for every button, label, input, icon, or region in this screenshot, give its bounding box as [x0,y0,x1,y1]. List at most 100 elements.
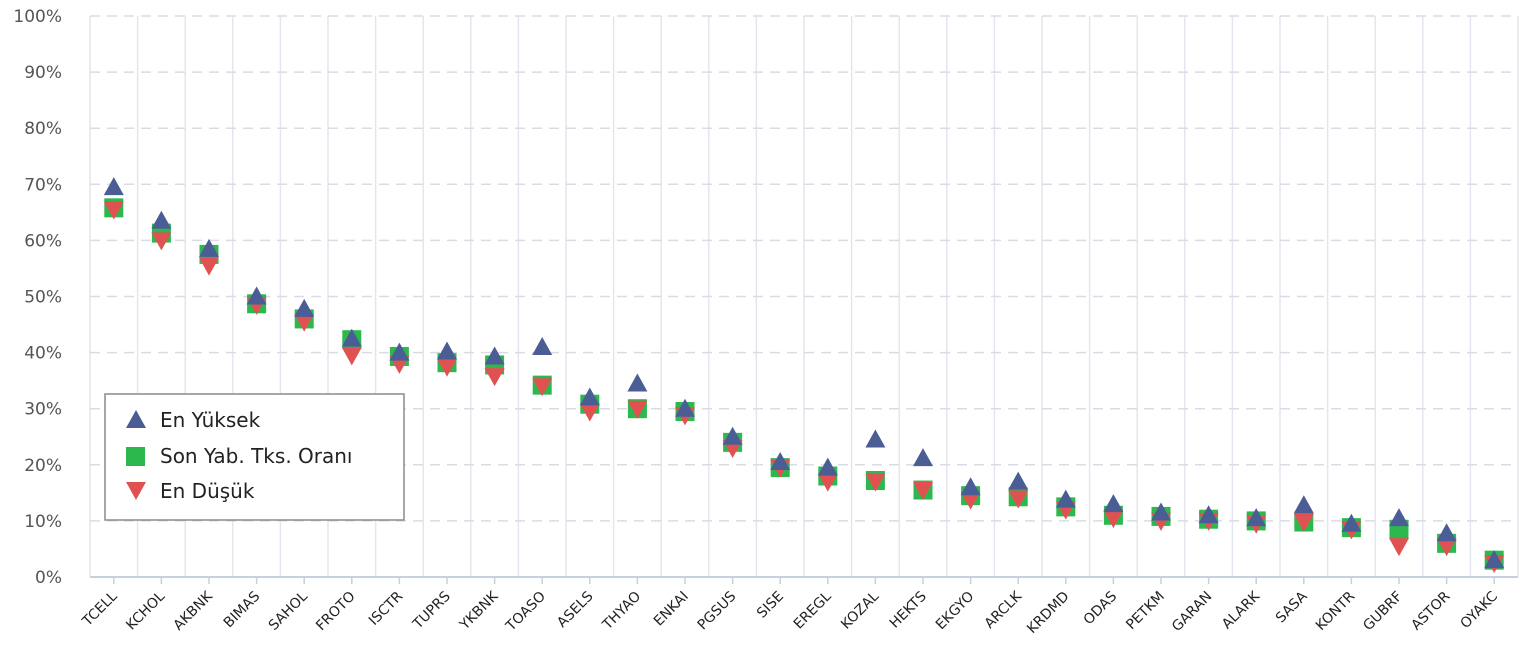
point-en-yuksek[interactable] [1436,523,1457,542]
point-en-yuksek[interactable] [722,426,743,445]
legend-box [104,393,405,521]
point-en-yuksek[interactable] [675,398,695,417]
point-en-yuksek[interactable] [913,448,933,467]
point-en-yuksek[interactable] [579,387,600,406]
point-en-yuksek[interactable] [1198,505,1219,524]
point-en-dusuk[interactable] [960,491,981,510]
x-tick-label: ISCTR [366,588,407,629]
point-en-dusuk[interactable] [103,201,124,220]
x-tick-label: SASA [1273,588,1311,626]
point-en-dusuk[interactable] [294,313,315,332]
point-en-dusuk[interactable] [532,378,553,397]
point-en-dusuk[interactable] [627,400,648,419]
point-en-dusuk[interactable] [865,473,886,492]
point-en-dusuk[interactable] [341,347,362,366]
point-en-yuksek[interactable] [770,451,791,470]
data-marks [103,177,1505,573]
y-tick-label: 20% [24,456,62,476]
point-en-yuksek[interactable] [817,457,838,476]
point-en-yuksek[interactable] [1341,513,1362,532]
point-en-yuksek[interactable] [103,177,124,196]
x-tick-label: TCELL [79,588,121,630]
x-tick-label: THYAO [599,589,644,634]
point-en-yuksek[interactable] [1103,494,1124,513]
point-en-yuksek[interactable] [1008,471,1029,490]
point-en-dusuk[interactable] [199,257,219,276]
point-en-yuksek[interactable] [532,336,553,355]
x-tick-label: OYAKC [1458,588,1502,632]
x-tick-label: BIMAS [221,588,264,631]
grid-lines [89,15,1519,577]
y-tick-label: 10% [24,512,62,532]
x-tick-label: TOASO [502,589,549,636]
point-en-yuksek[interactable] [294,298,315,317]
legend-marker-en-dusuk [126,482,146,500]
legend[interactable]: En Yüksek Son Yab. Tks. Oranı En Düşük [104,393,405,521]
point-en-yuksek[interactable] [437,341,457,360]
point-en-yuksek[interactable] [1151,502,1171,521]
point-en-yuksek[interactable] [199,238,219,257]
y-tick-label: 50% [24,288,62,308]
point-en-dusuk[interactable] [817,473,838,492]
x-tick-label: YKBNK [456,588,502,634]
point-en-yuksek[interactable] [1484,550,1505,569]
x-tick-label: KOZAL [838,588,882,632]
point-en-yuksek[interactable] [1389,508,1409,527]
y-tick-label: 0% [35,568,62,588]
point-en-dusuk[interactable] [1436,538,1457,557]
x-tick-label: GARAN [1169,589,1215,635]
point-en-dusuk[interactable] [437,358,457,377]
y-tick-label: 40% [24,344,62,364]
point-en-dusuk[interactable] [913,482,933,501]
point-en-yuksek[interactable] [1246,508,1267,527]
point-en-dusuk[interactable] [579,403,600,422]
point-en-yuksek[interactable] [1055,489,1076,508]
x-tick-label: ALARK [1219,588,1264,633]
x-tick-label: FROTO [313,589,359,635]
x-tick-label: PETKM [1123,589,1168,634]
x-tick-label: KRDMD [1024,589,1072,637]
point-en-dusuk[interactable] [1293,514,1314,533]
point-en-yuksek[interactable] [627,373,648,392]
x-tick-label: EREGL [791,588,835,632]
x-tick-label: KCHOL [123,588,168,633]
y-axis: 0% 10% 20% 30% 40% 50% 60% 70% 80% 90% 100% [13,7,62,588]
y-tick-label: 70% [24,175,62,195]
point-en-dusuk[interactable] [1008,490,1029,509]
x-tick-label: SAHOL [266,588,311,633]
point-en-yuksek[interactable] [151,210,172,229]
point-en-dusuk[interactable] [484,368,505,387]
legend-label-en-dusuk[interactable]: En Düşük [160,479,255,503]
point-en-yuksek[interactable] [865,429,886,448]
point-en-dusuk[interactable] [151,232,172,251]
y-tick-label: 60% [24,231,62,251]
legend-marker-en-yuksek [126,410,146,428]
point-en-dusuk[interactable] [1389,538,1409,557]
x-tick-label: HEKTS [887,588,930,631]
point-en-yuksek[interactable] [246,286,267,305]
x-tick-label: ASTOR [1408,588,1453,633]
point-en-yuksek[interactable] [1293,495,1314,514]
x-tick-label: ODAS [1081,588,1121,628]
x-tick-label: ASELS [554,588,597,631]
y-tick-label: 100% [13,7,62,27]
point-en-dusuk[interactable] [1103,510,1124,529]
legend-marker-son-yab-tks-orani [126,447,145,466]
legend-label-son-yab-tks-orani[interactable]: Son Yab. Tks. Oranı [160,444,352,468]
point-en-yuksek[interactable] [341,328,362,347]
point-en-yuksek[interactable] [960,477,981,496]
y-tick-label: 80% [24,119,62,139]
legend-label-en-yuksek[interactable]: En Yüksek [160,408,261,432]
x-tick-label: AKBNK [171,588,217,634]
x-tick-label: SISE [754,589,787,622]
x-axis: TCELL KCHOL AKBNK BIMAS SAHOL FROTO ISCTR TUPRS… [79,576,1518,637]
x-tick-label: ARCLK [982,588,1026,632]
x-tick-label: GUBRF [1360,589,1406,635]
x-tick-label: PGSUS [695,588,740,633]
x-tick-label: KONTR [1313,588,1359,634]
point-en-yuksek[interactable] [389,342,410,361]
x-tick-label: ENKAI [651,589,692,630]
point-en-yuksek[interactable] [484,346,505,365]
x-tick-label: TUPRS [409,588,454,633]
